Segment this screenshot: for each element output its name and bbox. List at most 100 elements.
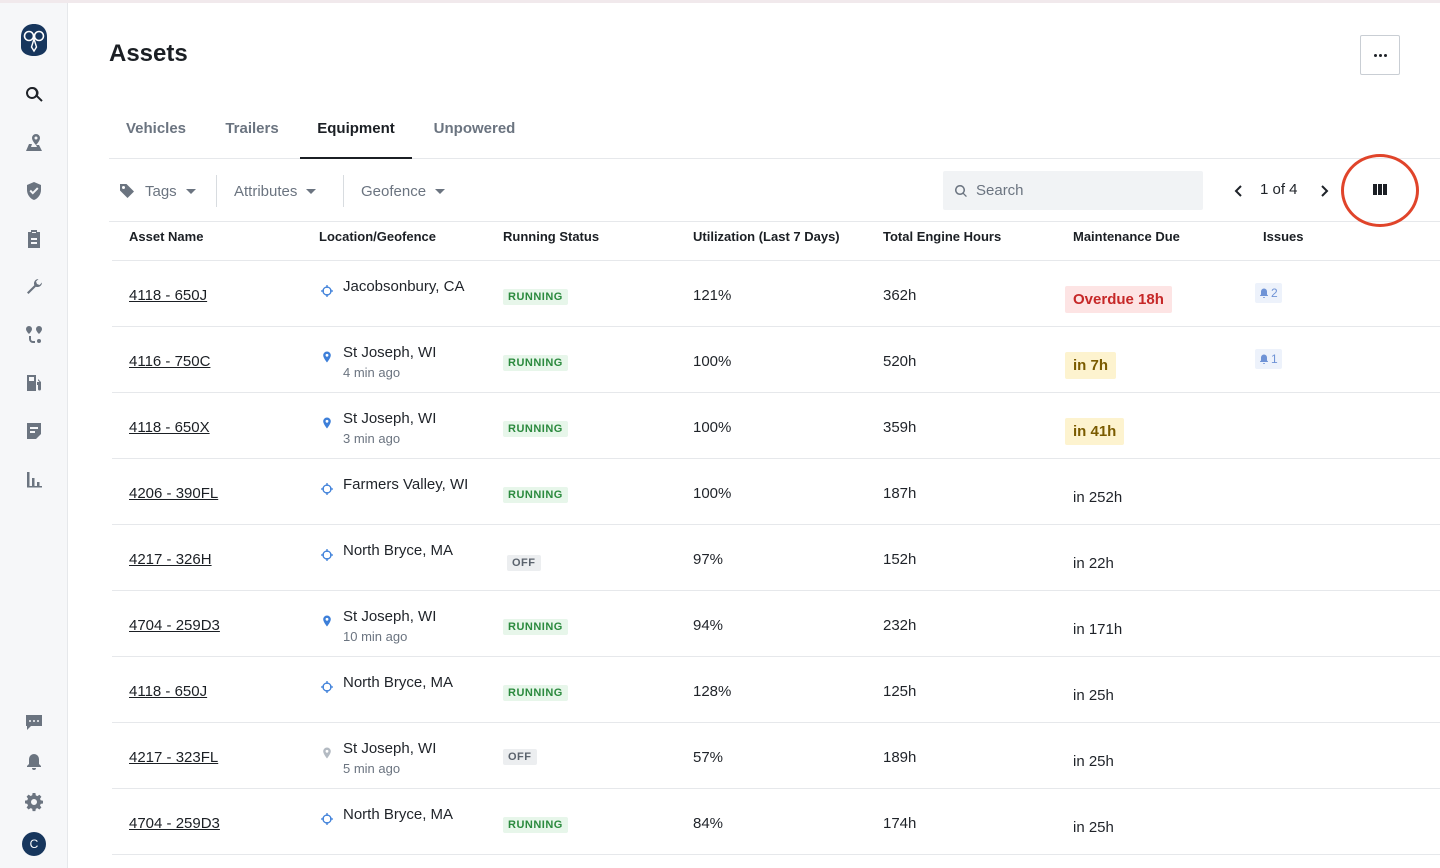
bar-chart-icon[interactable] [22, 467, 46, 491]
geofence-icon [321, 680, 333, 693]
utilization-value: 94% [693, 617, 724, 634]
geofence-icon [321, 548, 333, 561]
page-title: Assets [109, 40, 188, 67]
asset-name-link[interactable]: 4118 - 650J [129, 683, 208, 700]
map-pin-icon[interactable] [22, 131, 46, 155]
clipboard-icon[interactable] [22, 227, 46, 251]
search-box[interactable] [943, 171, 1203, 210]
asset-name-link[interactable]: 4206 - 390FL [129, 485, 219, 502]
location-name: North Bryce, MA [343, 806, 454, 823]
previous-page-button[interactable] [1230, 181, 1248, 201]
search-input[interactable] [976, 182, 1196, 199]
utilization-value: 100% [693, 419, 732, 436]
utilization-value: 128% [693, 683, 732, 700]
asset-tabs: Vehicles Trailers Equipment Unpowered [109, 100, 1440, 159]
engine-hours-value: 187h [883, 485, 917, 502]
engine-hours-value: 362h [883, 287, 917, 304]
routes-icon[interactable] [22, 323, 46, 347]
location-name: St Joseph, WI [343, 344, 437, 361]
chevron-down-icon [306, 188, 317, 194]
status-badge: OFF [507, 555, 541, 571]
maintenance-due-badge: in 25h [1073, 687, 1114, 704]
location-name: St Joseph, WI [343, 410, 437, 427]
column-header-utilization[interactable]: Utilization (Last 7 Days) [693, 229, 840, 244]
status-badge: OFF [503, 749, 537, 765]
next-page-button[interactable] [1315, 181, 1333, 201]
location-pin-icon [321, 350, 333, 363]
asset-name-link[interactable]: 4217 - 326H [129, 551, 212, 568]
search-icon[interactable] [22, 83, 46, 107]
more-options-button[interactable] [1360, 35, 1400, 75]
table-row[interactable]: 4118 - 650J North Bryce, MA RUNNING 128% 125… [112, 657, 1440, 723]
issues-badge[interactable]: 2 [1255, 283, 1282, 303]
column-header-location[interactable]: Location/Geofence [319, 229, 437, 244]
engine-hours-value: 359h [883, 419, 917, 436]
columns-icon [1373, 183, 1377, 195]
table-row[interactable]: 4118 - 650X St Joseph, WI 3 min ago RUNNING… [112, 393, 1440, 459]
maintenance-due-badge: in 25h [1073, 819, 1114, 836]
pagination-label: 1 of 4 [1260, 181, 1298, 198]
maintenance-due-badge: in 22h [1073, 555, 1114, 572]
chevron-right-icon [1321, 185, 1329, 197]
gear-icon[interactable] [22, 790, 46, 814]
table-row[interactable]: 4118 - 650J Jacobsonbury, CA RUNNING 121% 36… [112, 261, 1440, 327]
asset-name-link[interactable]: 4217 - 323FL [129, 749, 219, 766]
asset-name-link[interactable]: 4118 - 650X [129, 419, 210, 436]
table-row[interactable]: 4704 - 259D3 North Bryce, MA RUNNING 84% 174… [112, 789, 1440, 855]
issues-badge[interactable]: 1 [1255, 349, 1282, 369]
table-row[interactable]: 4217 - 323FL St Joseph, WI 5 min ago OFF 57%… [112, 723, 1440, 789]
document-icon[interactable] [22, 419, 46, 443]
chevron-left-icon [1234, 185, 1242, 197]
location-pin-icon [321, 416, 333, 429]
column-header-issues[interactable]: Issues [1263, 229, 1304, 244]
issues-count: 1 [1271, 352, 1278, 366]
wrench-icon[interactable] [22, 275, 46, 299]
location-pin-icon [321, 746, 333, 759]
location-updated-time: 5 min ago [343, 761, 401, 776]
column-header-running-status[interactable]: Running Status [503, 229, 600, 244]
column-header-engine-hours[interactable]: Total Engine Hours [883, 229, 1002, 244]
engine-hours-value: 232h [883, 617, 917, 634]
location-name: North Bryce, MA [343, 674, 454, 691]
asset-name-link[interactable]: 4116 - 750C [129, 353, 211, 370]
tab-unpowered[interactable]: Unpowered [433, 120, 516, 137]
table-row[interactable]: 4206 - 390FL Farmers Valley, WI RUNNING 100… [112, 459, 1440, 525]
owl-logo-icon[interactable] [20, 23, 48, 57]
tab-equipment[interactable]: Equipment [300, 100, 412, 159]
asset-name-link[interactable]: 4118 - 650J [129, 287, 208, 304]
table-header: Asset Name Location/Geofence Running Sta… [112, 222, 1440, 261]
bell-icon [1260, 354, 1268, 364]
dot-icon [1383, 53, 1387, 57]
columns-icon [1383, 183, 1387, 195]
shield-icon[interactable] [22, 179, 46, 203]
engine-hours-value: 174h [883, 815, 917, 832]
location-name: Jacobsonbury, CA [343, 278, 465, 295]
assets-table: Asset Name Location/Geofence Running Sta… [112, 222, 1440, 855]
column-header-asset-name[interactable]: Asset Name [129, 229, 204, 244]
column-header-maintenance-due[interactable]: Maintenance Due [1073, 229, 1180, 244]
engine-hours-value: 152h [883, 551, 917, 568]
fuel-icon[interactable] [22, 371, 46, 395]
table-row[interactable]: 4704 - 259D3 St Joseph, WI 10 min ago RUNNI… [112, 591, 1440, 657]
asset-name-link[interactable]: 4704 - 259D3 [129, 617, 220, 634]
table-row[interactable]: 4217 - 326H North Bryce, MA OFF 97% 152h in 2… [112, 525, 1440, 591]
bell-icon[interactable] [22, 750, 46, 774]
tags-filter[interactable]: Tags [119, 175, 196, 207]
columns-icon [1378, 183, 1382, 195]
attributes-filter[interactable]: Attributes [234, 175, 317, 207]
tags-filter-label: Tags [145, 182, 177, 200]
engine-hours-value: 520h [883, 353, 917, 370]
avatar[interactable]: C [22, 832, 46, 856]
table-row[interactable]: 4116 - 750C St Joseph, WI 4 min ago RUNNING… [112, 327, 1440, 393]
status-badge: RUNNING [503, 421, 568, 437]
chevron-down-icon [185, 188, 196, 194]
status-badge: RUNNING [503, 355, 568, 371]
bell-icon [1260, 288, 1268, 298]
column-settings-button[interactable] [1371, 180, 1389, 198]
geofence-filter[interactable]: Geofence [361, 175, 446, 207]
asset-name-link[interactable]: 4704 - 259D3 [129, 815, 220, 832]
utilization-value: 57% [693, 749, 724, 766]
chat-icon[interactable] [22, 710, 46, 734]
tab-vehicles[interactable]: Vehicles [125, 120, 187, 137]
tab-trailers[interactable]: Trailers [225, 120, 279, 137]
